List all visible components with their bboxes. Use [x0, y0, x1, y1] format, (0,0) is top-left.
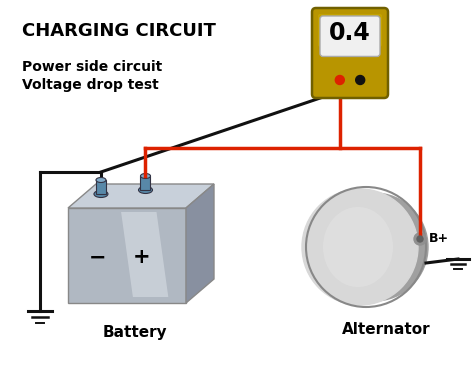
Ellipse shape — [323, 207, 393, 287]
Text: Alternator: Alternator — [342, 322, 430, 337]
Text: Voltage drop test: Voltage drop test — [22, 78, 159, 92]
Circle shape — [335, 75, 344, 85]
Polygon shape — [186, 184, 214, 303]
Ellipse shape — [138, 187, 153, 194]
Polygon shape — [140, 176, 151, 190]
Text: Battery: Battery — [103, 325, 168, 340]
Polygon shape — [68, 208, 186, 303]
FancyBboxPatch shape — [312, 8, 388, 98]
Text: CHARGING CIRCUIT: CHARGING CIRCUIT — [22, 22, 216, 40]
Ellipse shape — [96, 178, 106, 183]
Circle shape — [417, 236, 423, 242]
Circle shape — [320, 193, 428, 301]
Polygon shape — [68, 184, 214, 208]
Circle shape — [302, 189, 418, 305]
Circle shape — [414, 233, 426, 245]
Polygon shape — [96, 180, 106, 194]
Ellipse shape — [140, 173, 151, 179]
FancyBboxPatch shape — [320, 16, 380, 56]
Polygon shape — [121, 212, 168, 297]
Circle shape — [356, 75, 365, 85]
Text: +: + — [132, 247, 150, 268]
FancyBboxPatch shape — [318, 14, 382, 47]
Text: Power side circuit: Power side circuit — [22, 60, 162, 74]
Text: B+: B+ — [429, 232, 449, 246]
Ellipse shape — [94, 190, 108, 198]
Text: −: − — [89, 247, 106, 268]
Text: 0.4: 0.4 — [329, 21, 371, 45]
